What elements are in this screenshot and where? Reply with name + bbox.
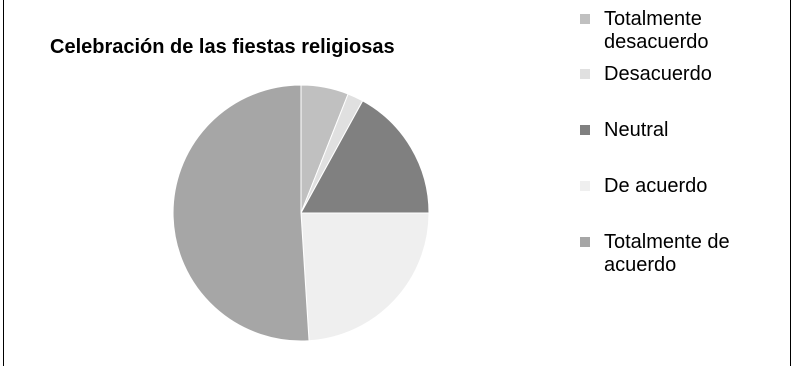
legend-label: Totalmente desacuerdo bbox=[604, 8, 709, 53]
legend-swatch bbox=[580, 237, 590, 247]
legend-swatch bbox=[580, 14, 590, 24]
legend-label: Totalmente de acuerdo bbox=[604, 231, 730, 276]
legend-item-neutral: Neutral bbox=[580, 119, 774, 142]
chart-title: Celebración de las fiestas religiosas bbox=[50, 36, 395, 58]
legend-item-desacuerdo: Desacuerdo bbox=[580, 63, 774, 86]
pie-slice-neutral bbox=[300, 100, 430, 214]
pie-slice-totalmente-de-acuerdo bbox=[172, 84, 310, 342]
pie-slice-de-acuerdo bbox=[300, 212, 430, 342]
legend-item-totalmente-de-acuerdo: Totalmente de acuerdo bbox=[580, 231, 774, 277]
legend-item-totalmente-desacuerdo: Totalmente desacuerdo bbox=[580, 8, 774, 54]
legend-label: De acuerdo bbox=[604, 175, 708, 197]
chart-frame bbox=[3, 0, 791, 366]
legend-item-de-acuerdo: De acuerdo bbox=[580, 175, 774, 198]
legend-swatch bbox=[580, 125, 590, 135]
legend-label: Desacuerdo bbox=[604, 63, 712, 85]
legend-label: Neutral bbox=[604, 119, 669, 141]
legend-swatch bbox=[580, 69, 590, 79]
legend-swatch bbox=[580, 181, 590, 191]
